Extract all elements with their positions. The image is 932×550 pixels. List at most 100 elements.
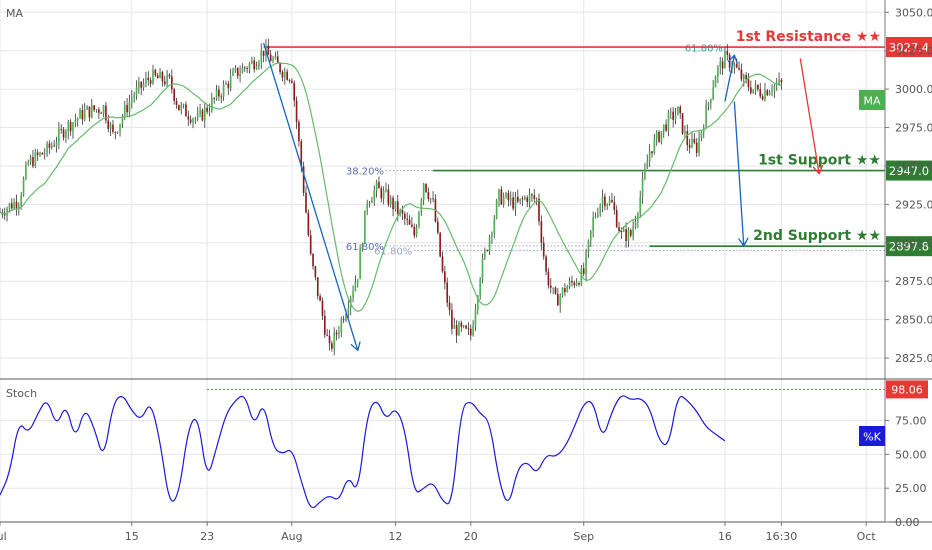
candle-body — [76, 118, 79, 121]
candle-body — [599, 204, 602, 215]
candle-body — [502, 197, 505, 205]
candle-body — [601, 196, 604, 205]
candle-body — [446, 282, 449, 303]
candle-body — [392, 197, 394, 210]
candle-body — [479, 279, 481, 297]
candle-body — [288, 80, 291, 81]
candle-body — [67, 121, 70, 132]
candle-body — [444, 271, 446, 283]
candle-body — [220, 96, 223, 98]
candle-body — [571, 280, 573, 283]
candle-body — [458, 322, 460, 336]
candle-body — [121, 116, 124, 124]
candle-body — [295, 100, 298, 123]
candle-body — [710, 99, 712, 104]
candle-body — [453, 325, 456, 329]
candle-body — [229, 75, 232, 88]
candle-body — [674, 115, 677, 120]
candle-body — [185, 104, 187, 117]
candle-body — [387, 189, 390, 205]
candle-body — [373, 190, 376, 201]
candle-body — [227, 83, 230, 88]
price-tick-label: 2875.0 — [895, 275, 932, 288]
candle-body — [549, 285, 552, 288]
candle-body — [55, 142, 58, 146]
candle-body — [568, 280, 571, 288]
candle-body — [757, 84, 759, 90]
moving-average-layer — [0, 62, 782, 313]
candle-body — [178, 104, 180, 111]
candle-body — [138, 81, 140, 88]
candle-body — [766, 90, 769, 96]
candle-body — [422, 183, 425, 200]
stochastic-layer: 98.06 — [0, 380, 928, 509]
candle-body — [156, 75, 159, 79]
candle-body — [594, 216, 597, 218]
candle-body — [432, 198, 434, 200]
candle-body — [408, 219, 411, 225]
candle-body — [411, 224, 413, 227]
candle-body — [43, 153, 46, 155]
annotation-arrow[interactable] — [724, 55, 734, 102]
candle-body — [206, 107, 208, 112]
candle-body — [69, 121, 72, 132]
candle-body — [542, 242, 545, 257]
candle-body — [632, 226, 634, 236]
candle-body — [102, 105, 105, 114]
candle-body — [269, 54, 272, 62]
candle-body — [759, 89, 762, 97]
annotation-arrow[interactable] — [262, 42, 358, 350]
candle-body — [361, 244, 364, 250]
candle-body — [173, 89, 175, 101]
candle-body — [618, 226, 620, 232]
candle-body — [660, 131, 663, 142]
time-tick-label: 23 — [200, 530, 214, 543]
candle-body — [36, 152, 39, 156]
candle-body — [316, 277, 319, 297]
ma-badge[interactable]: MA — [863, 95, 880, 108]
candle-body — [203, 107, 206, 121]
candle-body — [20, 195, 23, 206]
candle-body — [112, 124, 114, 132]
candle-body — [738, 67, 740, 70]
candle-body — [512, 197, 514, 209]
candle-body — [222, 84, 225, 97]
candle-body — [472, 325, 474, 336]
candle-body — [128, 101, 131, 113]
candle-body — [589, 230, 592, 241]
candle-body — [721, 61, 724, 69]
candle-body — [352, 290, 354, 298]
candle-body — [168, 74, 171, 77]
candle-body — [10, 203, 13, 209]
stoch-label: Stoch — [6, 387, 37, 400]
candle-body — [724, 50, 726, 69]
candle-body — [582, 268, 585, 274]
stoch-reference-tag — [886, 380, 928, 399]
level-layer: 1st Resistance ★★ 3027.4 1st Support ★★ 294… — [263, 29, 932, 257]
candle-body — [166, 74, 168, 85]
candle-body — [462, 325, 465, 327]
ma-badge-bg[interactable] — [859, 90, 885, 110]
k-badge-bg[interactable] — [859, 426, 885, 446]
candle-body — [495, 200, 498, 219]
candle-body — [281, 72, 284, 78]
candle-body — [340, 319, 343, 333]
candle-body — [481, 257, 484, 280]
candle-body — [3, 214, 6, 216]
candle-body — [460, 322, 463, 327]
candle-body — [691, 138, 693, 148]
candle-body — [321, 300, 324, 316]
annotation-arrow[interactable] — [799, 58, 819, 173]
candle-body — [368, 202, 371, 204]
candle-body — [154, 69, 157, 76]
candle-body — [531, 194, 533, 196]
candle-body — [427, 192, 430, 200]
candle-body — [761, 96, 764, 100]
annotation-arrow[interactable] — [733, 101, 743, 245]
candle-body — [775, 83, 778, 86]
candle-body — [255, 66, 258, 70]
candle-body — [764, 90, 766, 100]
k-badge[interactable]: %K — [863, 431, 881, 444]
level-price-tag — [886, 160, 932, 181]
